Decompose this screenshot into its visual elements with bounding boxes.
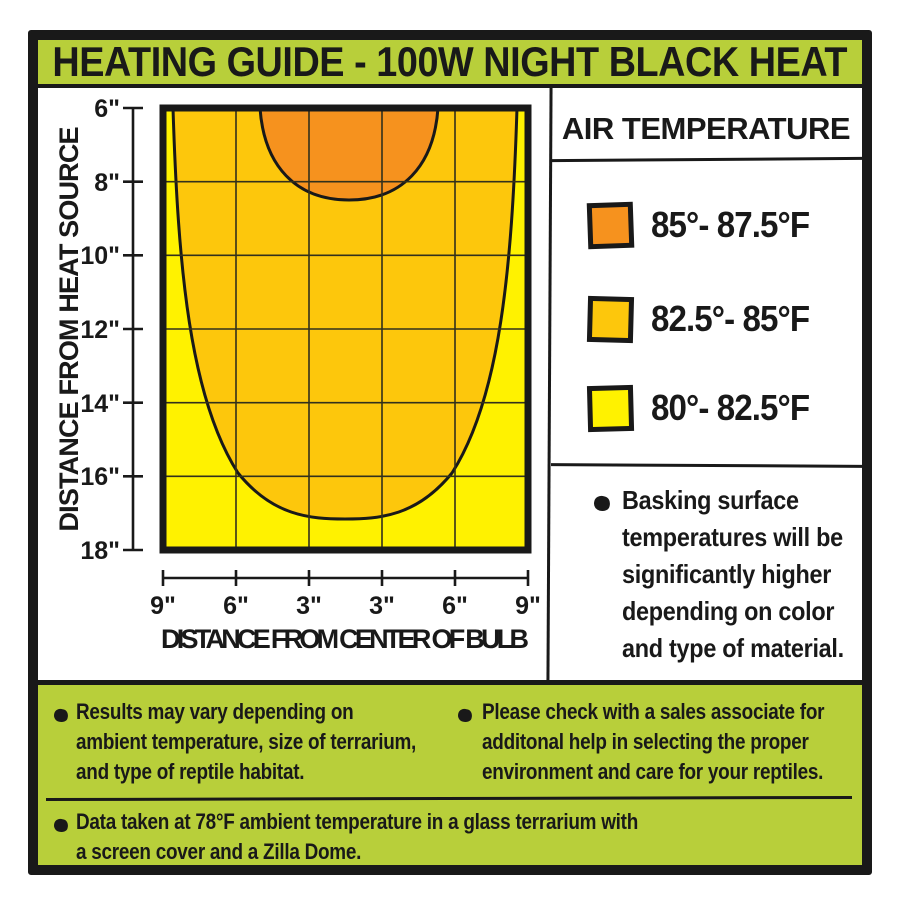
basking-note-line: temperatures will be bbox=[622, 522, 843, 552]
y-axis bbox=[123, 106, 143, 552]
footnote-line: additonal help in selecting the proper bbox=[482, 729, 809, 754]
basking-note: Basking surface temperatures will be sig… bbox=[622, 482, 844, 667]
grid-lines bbox=[163, 108, 528, 550]
bullet-icon bbox=[52, 817, 70, 834]
footnote-line: and type of reptile habitat. bbox=[76, 759, 305, 784]
x-tick-label: 9" bbox=[515, 592, 541, 620]
plot-border bbox=[159, 104, 532, 554]
footnote-data: Data taken at 78°F ambient temperature i… bbox=[76, 807, 638, 865]
y-tick-label: 10" bbox=[80, 242, 120, 270]
legend-label-hot: 85°- 87.5°F bbox=[651, 204, 810, 245]
bullet-icon bbox=[52, 707, 70, 724]
footnote-line: Data taken at 78°F ambient temperature i… bbox=[76, 809, 638, 834]
y-tick-label: 6" bbox=[94, 95, 120, 123]
legend-item-hot: 85°- 87.5°F bbox=[585, 200, 823, 250]
legend-note-divider bbox=[550, 463, 862, 468]
footnote-line: ambient temperature, size of terrarium, bbox=[76, 729, 417, 754]
footnote-line: Please check with a sales associate for bbox=[482, 699, 825, 724]
footnote-line: a screen cover and a Zilla Dome. bbox=[76, 839, 362, 864]
y-tick-label: 14" bbox=[80, 390, 120, 418]
footnotes-panel: Results may vary depending on ambient te… bbox=[38, 680, 862, 865]
legend-title-divider bbox=[550, 156, 862, 163]
legend-label-warm: 82.5°- 85°F bbox=[651, 298, 810, 339]
x-tick-label: 9" bbox=[150, 592, 176, 620]
x-tick-label: 3" bbox=[296, 592, 322, 620]
bullet-icon bbox=[456, 707, 474, 724]
x-tick-label: 6" bbox=[442, 592, 468, 620]
footnote-line: environment and care for your reptiles. bbox=[482, 759, 824, 784]
x-tick-label: 3" bbox=[369, 592, 395, 620]
basking-note-line: significantly higher bbox=[622, 559, 832, 589]
basking-note-line: and type of material. bbox=[622, 633, 844, 663]
legend-swatch-mild bbox=[586, 384, 635, 433]
legend-title: AIR TEMPERATURE bbox=[561, 111, 851, 146]
zone-warm-82.5-85 bbox=[171, 106, 519, 521]
footnote-results: Results may vary depending on ambient te… bbox=[76, 697, 416, 787]
legend-label-mild: 80°- 82.5°F bbox=[651, 387, 810, 428]
basking-note-line: depending on color bbox=[622, 596, 835, 626]
page-title: HEATING GUIDE - 100W NIGHT BLACK HEAT bbox=[52, 38, 848, 85]
x-axis-title: DISTANCE FROM CENTER OF BULB bbox=[161, 624, 529, 654]
poster-frame: HEATING GUIDE - 100W NIGHT BLACK HEAT bbox=[28, 30, 872, 875]
y-tick-label: 12" bbox=[80, 316, 120, 344]
legend-swatch-warm bbox=[586, 295, 635, 344]
heat-distribution-chart: 6" 8" 10" 12" 14" 16" 18" DISTANCE FROM … bbox=[54, 95, 541, 654]
basking-note-line: Basking surface bbox=[622, 485, 799, 515]
bullet-icon bbox=[592, 494, 612, 513]
y-tick-label: 8" bbox=[94, 169, 120, 197]
footnote-divider bbox=[45, 795, 853, 802]
legend-item-mild: 80°- 82.5°F bbox=[585, 383, 823, 433]
legend-item-warm: 82.5°- 85°F bbox=[585, 294, 823, 344]
x-tick-label: 6" bbox=[223, 592, 249, 620]
y-tick-label: 16" bbox=[80, 463, 120, 491]
y-axis-title: DISTANCE FROM HEAT SOURCE bbox=[54, 127, 84, 532]
footnote-sales: Please check with a sales associate for … bbox=[482, 697, 825, 787]
legend-swatch-hot bbox=[586, 201, 635, 250]
x-axis bbox=[161, 570, 530, 586]
footnote-line: Results may vary depending on bbox=[76, 699, 354, 724]
zone-hot-85-87.5 bbox=[258, 106, 440, 202]
title-bar: HEATING GUIDE - 100W NIGHT BLACK HEAT bbox=[38, 40, 862, 88]
y-tick-label: 18" bbox=[80, 537, 120, 565]
